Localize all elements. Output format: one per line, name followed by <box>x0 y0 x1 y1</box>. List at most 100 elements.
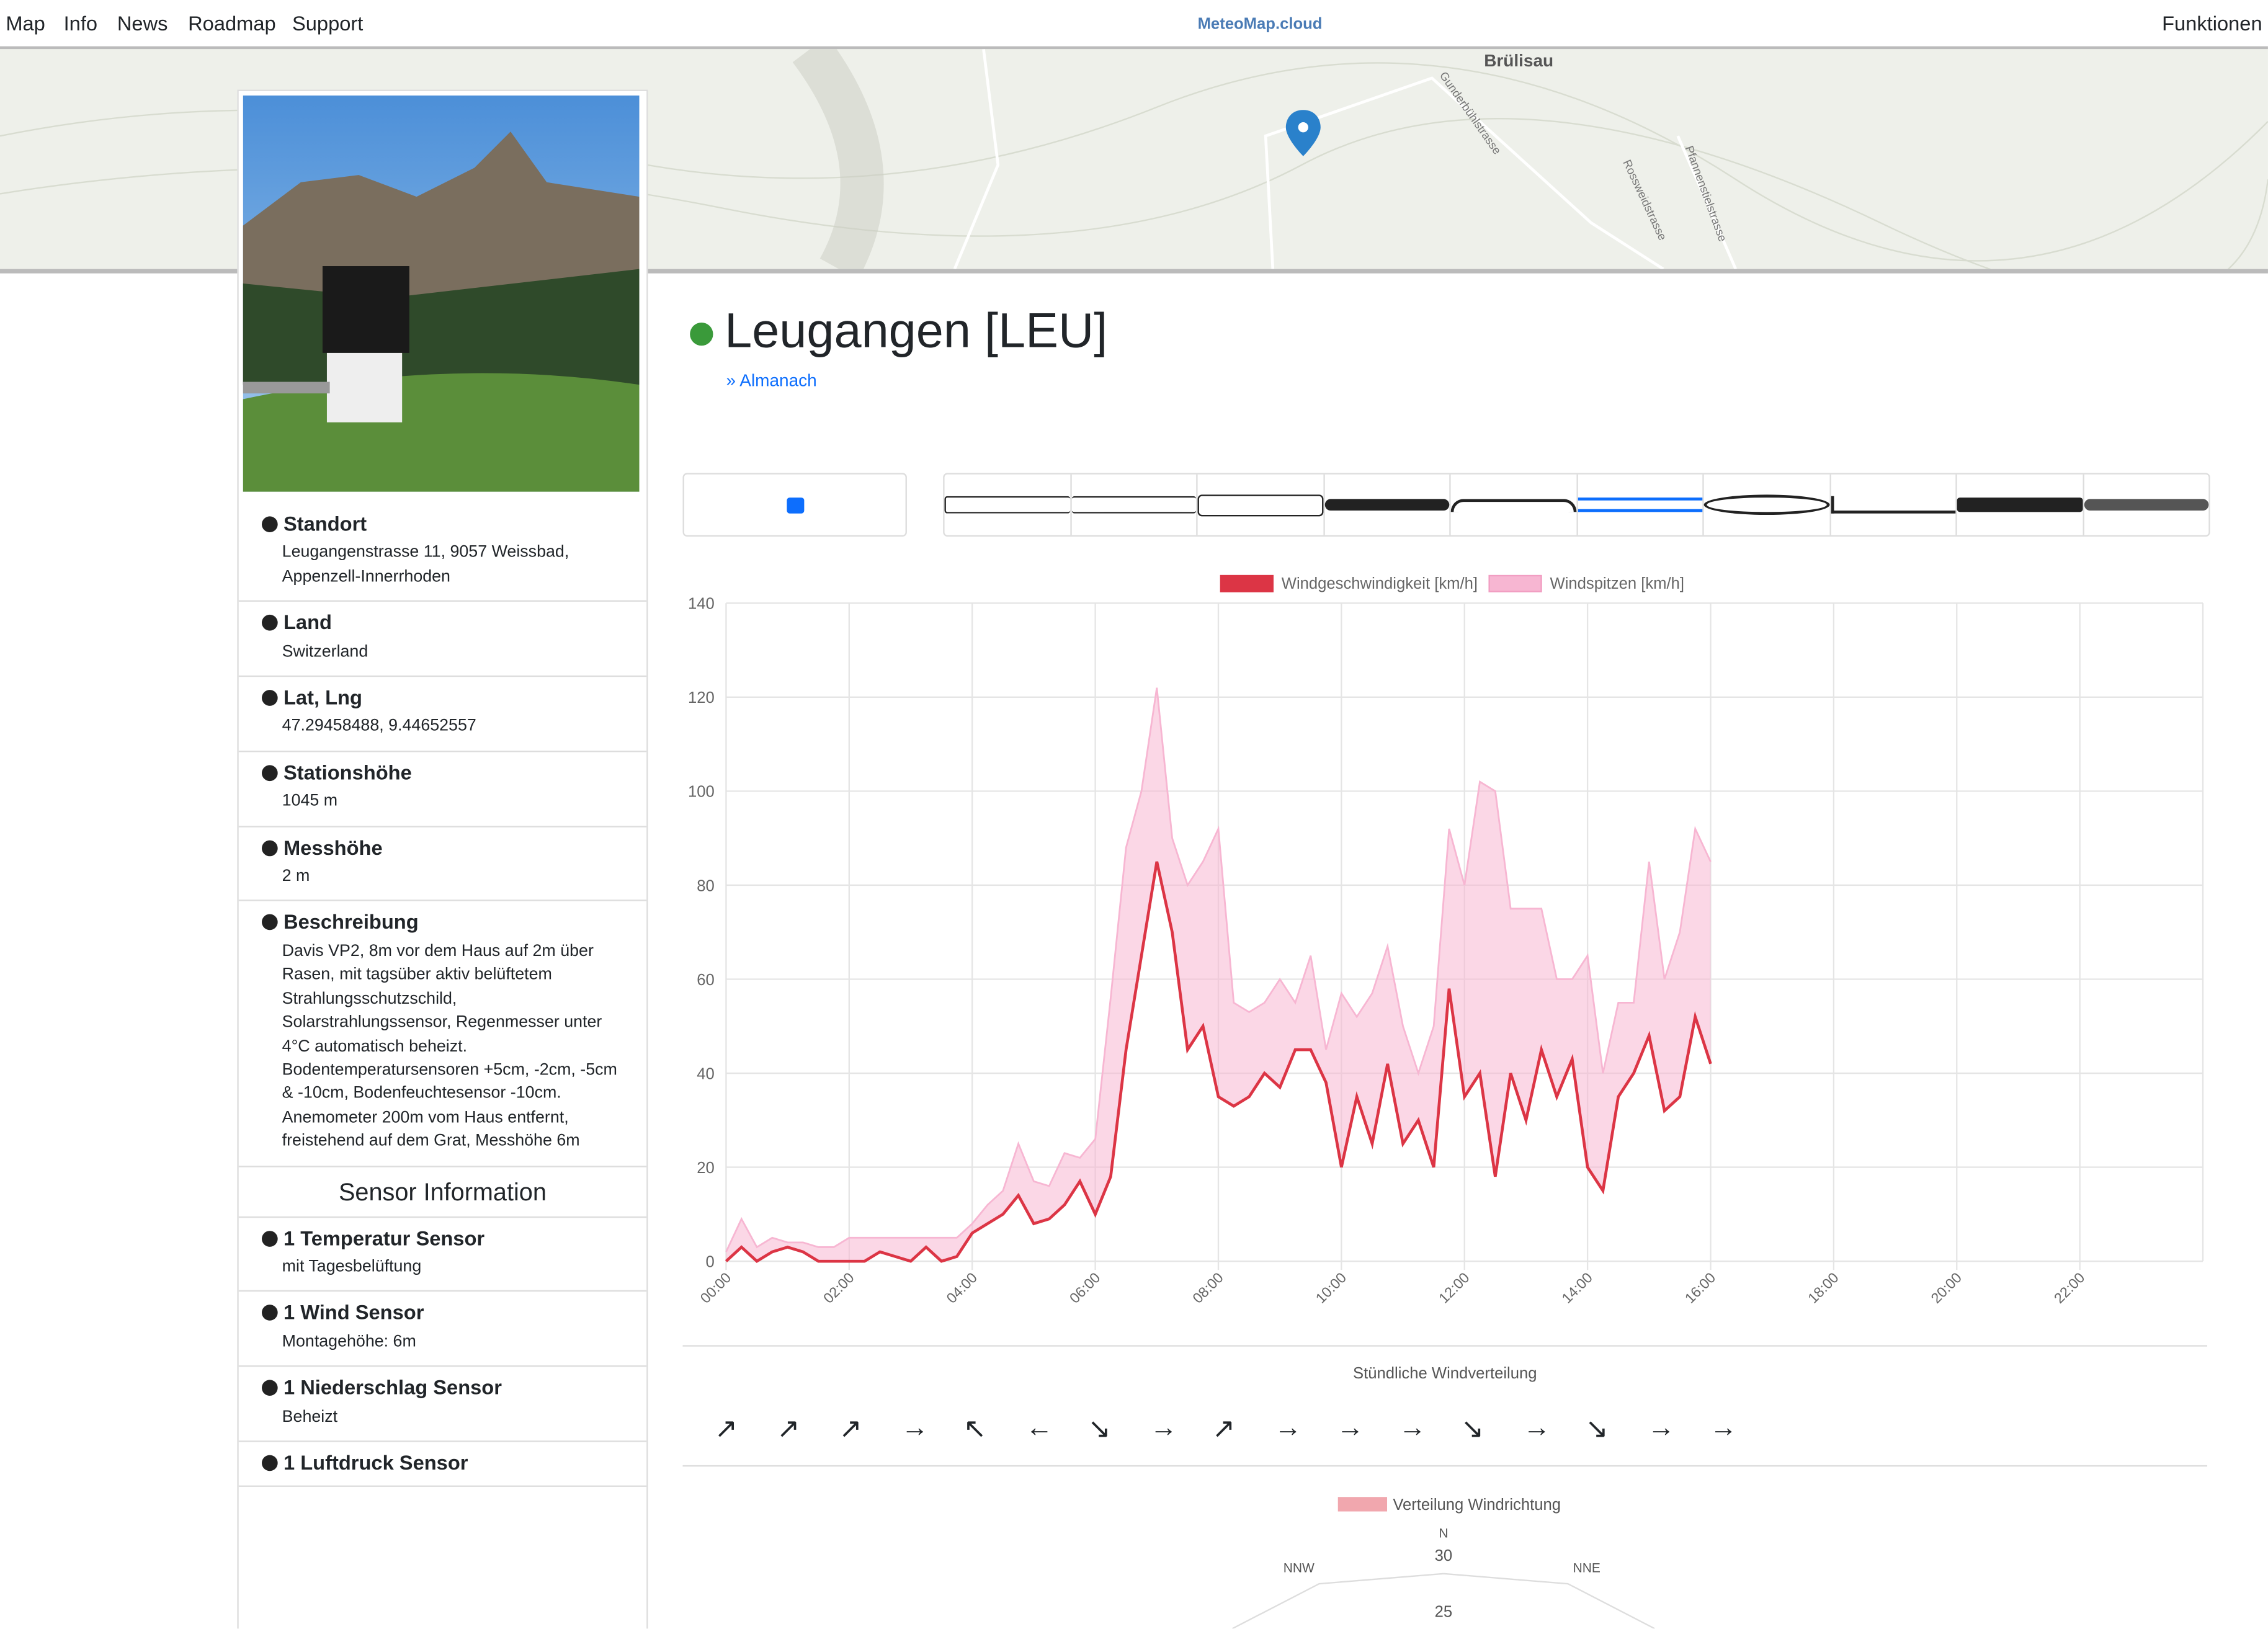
tab-button[interactable] <box>1324 474 1451 535</box>
nav-link[interactable]: Support <box>292 11 364 35</box>
nav-link[interactable]: Info <box>63 11 98 35</box>
wind-arrow: ↗ <box>714 1414 738 1445</box>
wind-arrow: ↘ <box>1460 1414 1484 1445</box>
item-icon <box>262 1230 278 1246</box>
tab-button[interactable] <box>1830 474 1957 535</box>
sensor-list: 1 Temperatur Sensor mit Tagesbelüftung 1 W… <box>238 1217 647 1488</box>
sensor-housing <box>322 266 409 353</box>
station-card: Standort Leugangenstrasse 11, 9057 Weissb… <box>237 89 648 1629</box>
map-label: Rossweidstrasse <box>1620 158 1669 243</box>
item-title: Lat, Lng <box>262 685 632 709</box>
x-tick-label: 14:00 <box>1558 1269 1596 1306</box>
polar-chart: Verteilung Windrichtung N NNW NNE 30 25 <box>1231 1496 1655 1629</box>
item-icon <box>262 839 278 856</box>
item-title: 1 Temperatur Sensor <box>262 1226 632 1249</box>
wind-arrow: → <box>1523 1413 1551 1444</box>
wind-arrow: ← <box>1025 1413 1053 1444</box>
x-tick-label: 18:00 <box>1805 1269 1842 1306</box>
info-item: Land Switzerland <box>238 602 647 677</box>
legend-swatch <box>1337 1497 1388 1512</box>
shade <box>792 36 884 280</box>
y-tick-label: 20 <box>697 1159 715 1177</box>
tab-button[interactable] <box>2083 475 2209 535</box>
nav-link[interactable]: News <box>117 11 168 35</box>
polar-label: N <box>1439 1526 1448 1540</box>
series-line <box>725 687 1712 1252</box>
item-text: 2 m <box>282 868 310 886</box>
radiation-shield <box>326 352 403 422</box>
legend-label: Windgeschwindigkeit [km/h] <box>1282 575 1478 592</box>
map-label: Brülisau <box>1484 51 1553 70</box>
info-item: 1 Luftdruck Sensor <box>238 1442 647 1488</box>
wind-arrow: → <box>1647 1413 1675 1444</box>
info-list: Standort Leugangenstrasse 11, 9057 Weissb… <box>238 503 647 1167</box>
icon <box>944 496 1070 514</box>
map-marker-dot <box>1298 122 1308 133</box>
wind-arrow: ↘ <box>1585 1414 1609 1445</box>
item-title-text: Land <box>283 610 332 634</box>
road <box>1676 135 1738 270</box>
item-title: Stationshöhe <box>262 761 632 784</box>
icon <box>1957 498 2083 512</box>
icon <box>2083 499 2209 511</box>
polar-tick: 30 <box>1435 1547 1453 1564</box>
tab-button[interactable] <box>1071 474 1198 535</box>
wind-distribution: Stündliche Windverteilung ↗ ↗ ↗ → ↖ ← ↘ → ↗ → → → ↘ →… <box>682 1345 2208 1467</box>
item-icon <box>262 1380 278 1396</box>
wind-arrow: ↗ <box>1212 1414 1236 1445</box>
tab-button[interactable] <box>1957 474 2084 535</box>
icon <box>1197 494 1323 516</box>
item-title-text: 1 Luftdruck Sensor <box>283 1450 468 1474</box>
series-line <box>725 861 1712 1264</box>
nav-link[interactable]: Roadmap <box>188 11 276 35</box>
icon <box>1703 494 1829 515</box>
x-tick-label: 08:00 <box>1189 1269 1226 1306</box>
almanach-link[interactable]: » Almanach <box>726 370 817 391</box>
wind-chart: 0 20 40 60 80 100 120 140 00:00 02:00 04:00 06:00 08… <box>688 574 2204 1306</box>
nav-link[interactable]: Map <box>6 11 45 35</box>
tab-button[interactable] <box>1450 474 1578 535</box>
wind-arrow: → <box>1398 1413 1426 1444</box>
tab-button[interactable] <box>1703 474 1831 535</box>
icon <box>1577 498 1703 512</box>
tab-button[interactable] <box>1577 474 1704 535</box>
map-marker[interactable] <box>1285 110 1321 156</box>
item-title: 1 Luftdruck Sensor <box>262 1451 632 1475</box>
item-text: Davis VP2, 8m vor dem Haus auf 2m über R… <box>282 942 617 1150</box>
item-icon <box>262 516 278 533</box>
item-title-text: 1 Wind Sensor <box>283 1300 424 1324</box>
tab-button[interactable] <box>944 474 1071 535</box>
wind-arrow: ↗ <box>777 1414 800 1445</box>
icon <box>1071 496 1197 514</box>
icon <box>1830 496 1956 514</box>
status-dot <box>690 322 713 346</box>
info-item: Messhöhe 2 m <box>238 827 647 902</box>
station-title: Leugangen [LEU] <box>725 303 1108 359</box>
info-item: 1 Temperatur Sensor mit Tagesbelüftung <box>238 1217 647 1292</box>
item-title: Beschreibung <box>262 911 632 934</box>
tab-button[interactable] <box>1197 474 1324 535</box>
item-title-text: 1 Niederschlag Sensor <box>283 1375 502 1399</box>
y-tick-label: 120 <box>688 689 715 707</box>
item-text: 1045 m <box>282 793 338 811</box>
date-picker[interactable] <box>682 473 907 537</box>
link-text[interactable]: Almanach <box>739 370 817 391</box>
polar-grid <box>1231 1573 1655 1629</box>
y-tick-label: 0 <box>706 1253 715 1270</box>
item-text: Beheizt <box>282 1408 338 1426</box>
road <box>953 48 1000 270</box>
item-title: Land <box>262 610 632 634</box>
legend-swatch <box>1220 574 1274 592</box>
wind-arrow: ↘ <box>1087 1414 1111 1445</box>
item-title: Messhöhe <box>262 836 632 859</box>
item-title: 1 Wind Sensor <box>262 1301 632 1324</box>
x-tick-label: 00:00 <box>697 1269 734 1306</box>
wind-arrow: ↖ <box>963 1414 986 1445</box>
info-item: Lat, Lng 47.29458488, 9.44652557 <box>238 677 647 752</box>
logo[interactable]: MeteoMap.cloud <box>1197 16 1323 33</box>
nav-link[interactable]: Funktionen <box>2162 11 2262 35</box>
legend-label: Windspitzen [km/h] <box>1550 575 1684 592</box>
info-item: Stationshöhe 1045 m <box>238 752 647 827</box>
polar-tick: 25 <box>1435 1604 1453 1621</box>
